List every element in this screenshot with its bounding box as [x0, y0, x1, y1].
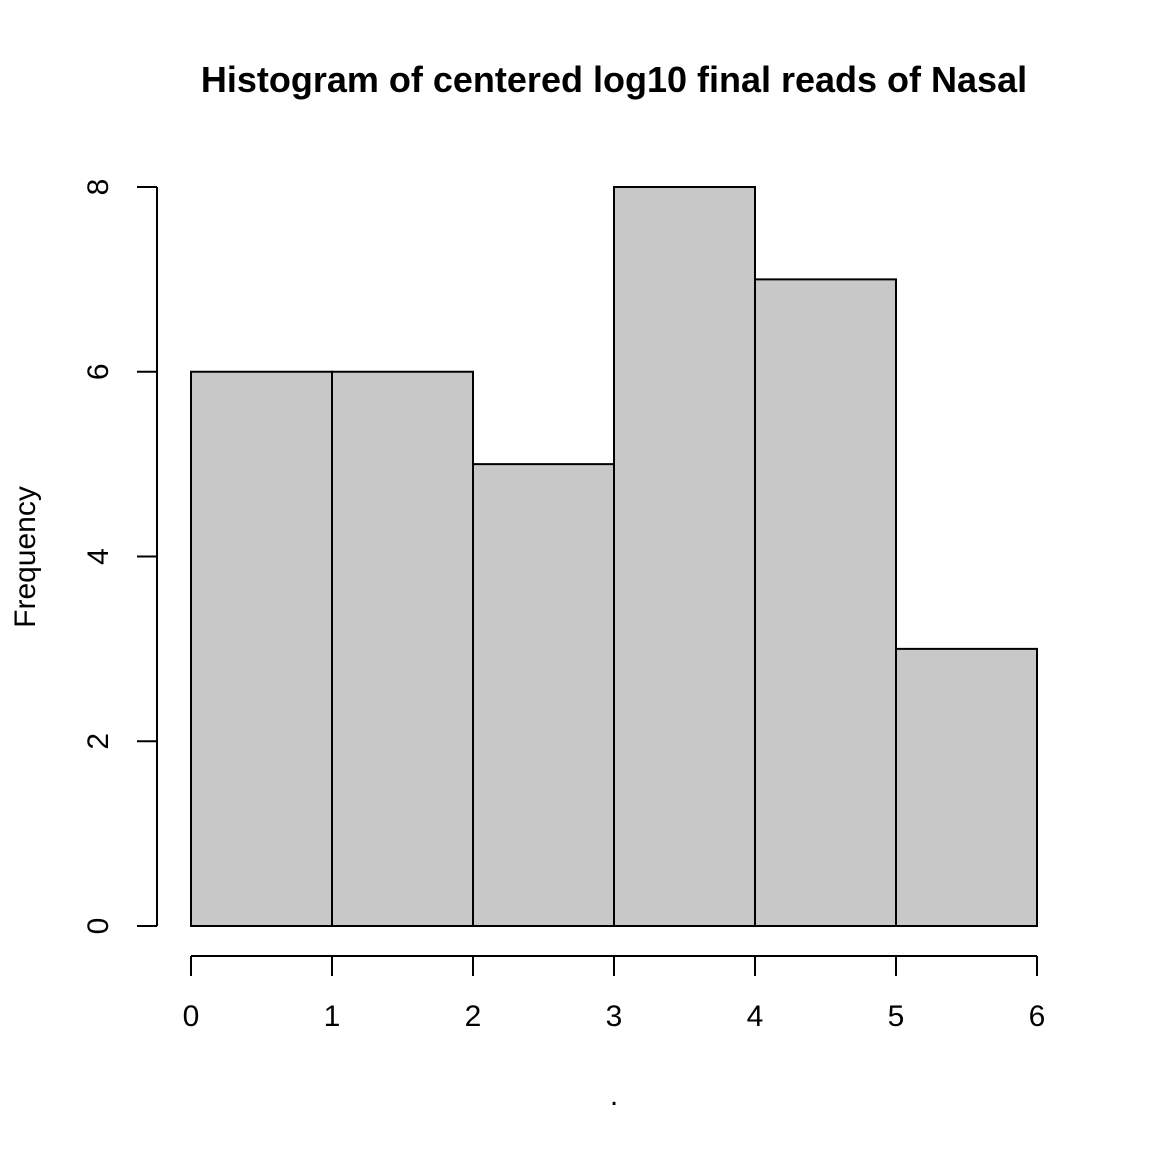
- x-tick-label: 2: [465, 1000, 482, 1033]
- x-tick-label: 4: [747, 1000, 764, 1033]
- x-tick-label: 0: [183, 1000, 200, 1033]
- chart-title: Histogram of centered log10 final reads …: [201, 59, 1027, 100]
- x-tick-label: 3: [606, 1000, 623, 1033]
- histogram-bar: [895, 647, 1038, 927]
- x-tick-label: 1: [324, 1000, 341, 1033]
- y-tick-label: 2: [82, 733, 115, 750]
- bars-group: [190, 186, 1038, 927]
- y-tick-label: 8: [82, 179, 115, 196]
- x-axis-label: .: [610, 1079, 618, 1112]
- histogram-bar: [472, 463, 615, 927]
- x-axis: 0 1 2 3 4 5 6: [183, 955, 1046, 1033]
- y-tick-label: 0: [82, 918, 115, 935]
- histogram-bar: [331, 370, 474, 927]
- histogram-bar: [190, 370, 333, 927]
- y-tick-label: 6: [82, 363, 115, 380]
- histogram-bar: [613, 186, 756, 927]
- x-tick-label: 5: [888, 1000, 905, 1033]
- y-axis-label: Frequency: [9, 486, 42, 628]
- y-axis: 0 2 4 6 8: [82, 179, 158, 935]
- x-tick-label: 6: [1029, 1000, 1046, 1033]
- histogram-bar: [754, 278, 897, 927]
- y-tick-label: 4: [82, 548, 115, 565]
